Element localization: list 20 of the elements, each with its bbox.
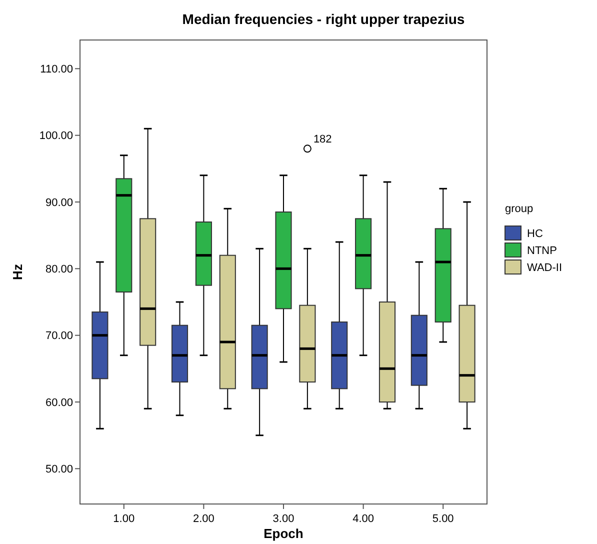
legend-title: group [505, 203, 534, 215]
y-tick-label: 80.00 [45, 264, 73, 276]
legend-label: HC [527, 228, 543, 240]
legend-label: WAD-II [527, 262, 562, 274]
x-tick-label: 2.00 [192, 513, 214, 525]
x-tick-label: 5.00 [432, 513, 454, 525]
x-tick-label: 1.00 [113, 513, 135, 525]
annotation: 182 [313, 134, 332, 146]
legend-label: NTNP [527, 245, 557, 257]
x-tick-label: 4.00 [352, 513, 374, 525]
y-tick-label: 90.00 [45, 196, 73, 209]
y-tick-label: 110.00 [40, 64, 73, 76]
x-tick-label: 3.00 [272, 513, 294, 525]
y-axis-title: Hz [10, 264, 25, 280]
y-tick-label: 60.00 [45, 396, 73, 409]
x-axis-title: Epoch [264, 526, 304, 541]
y-tick-label: 50.00 [45, 464, 73, 476]
y-tick-label: 100.00 [39, 130, 73, 142]
y-tick-label: 70.00 [45, 330, 73, 342]
chart-title: Median frequencies - right upper trapezius [182, 11, 465, 27]
